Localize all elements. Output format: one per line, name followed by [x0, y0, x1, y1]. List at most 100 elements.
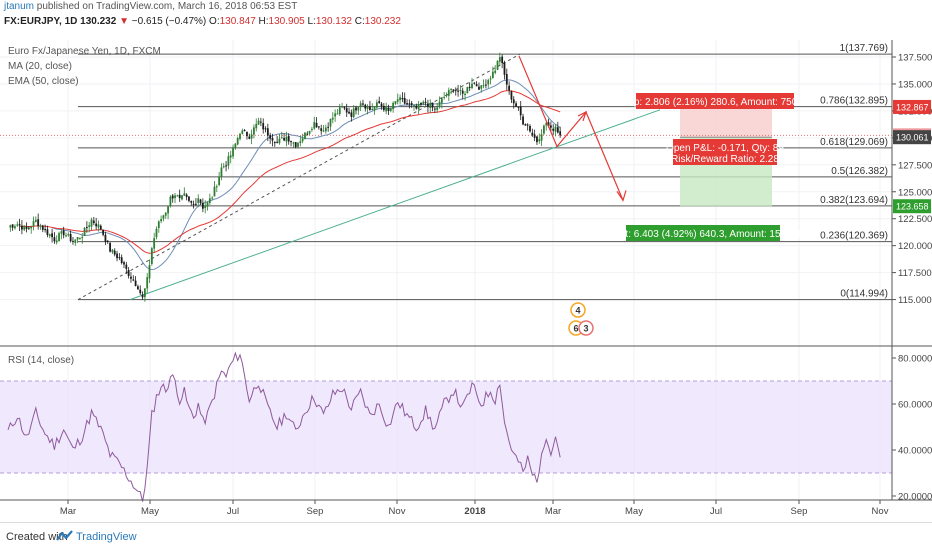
projection-arrow[interactable]: [518, 55, 627, 202]
candle-body-214: [503, 62, 506, 75]
candle-body-30: [76, 236, 79, 240]
candle-body-75: [181, 195, 183, 200]
fib-label-1: 1(137.769): [840, 43, 888, 54]
event-badge-dividends: 4: [575, 306, 580, 316]
ohlc-l-label: L:: [307, 16, 316, 27]
candle-body-100: [239, 133, 241, 139]
candle-body-103: [246, 131, 248, 137]
y-tick-label-8: 117.500: [898, 268, 932, 279]
candle-body-169: [399, 97, 401, 101]
candle-body-7: [23, 225, 26, 230]
candle-body-221: [519, 106, 522, 116]
candle-body-130: [308, 130, 311, 134]
candle-body-223: [524, 124, 527, 126]
rsi-legend[interactable]: RSI (14, close): [8, 355, 75, 366]
candle-body-208: [489, 78, 492, 80]
candle-body-171: [403, 97, 406, 104]
candle-body-12: [34, 219, 37, 222]
candle-body-230: [540, 134, 543, 141]
series-title[interactable]: Euro Fx/Japanese Yen, 1D, FXCM: [8, 46, 161, 57]
target-label-text-0: Target: 6.403 (4.92%) 640.3, Amount: 156…: [600, 229, 806, 240]
candle-body-166: [392, 102, 395, 110]
candle-body-194: [457, 90, 459, 92]
candle-body-22: [58, 233, 60, 242]
candle-body-111: [264, 128, 267, 130]
candle-body-136: [322, 130, 325, 132]
candle-body-228: [536, 136, 538, 143]
author-link[interactable]: jtanum: [4, 1, 35, 12]
candle-body-148: [350, 112, 353, 117]
candle-body-90: [215, 186, 218, 188]
candle-body-85: [204, 205, 207, 208]
candle-body-185: [436, 107, 439, 110]
created-with-text: Created with: [6, 531, 68, 543]
entry-price-tag: 130.061: [896, 133, 929, 143]
candle-body-27: [69, 234, 72, 242]
ema-legend[interactable]: EMA (50, close): [8, 76, 79, 87]
candle-body-29: [74, 239, 77, 243]
entry-price-tag-bg: [893, 130, 931, 145]
candle-body-95: [227, 156, 230, 166]
y-tick-label-4: 127.500: [898, 160, 932, 171]
rsi-tick-label-0: 80.0000: [898, 354, 932, 365]
event-badge-splits: 3: [583, 324, 588, 334]
candle-body-138: [327, 126, 330, 128]
stop-zone[interactable]: [680, 106, 772, 138]
candle-body-170: [401, 97, 404, 100]
candle-body-41: [102, 229, 105, 235]
indicator-lines: [19, 79, 561, 271]
candle-body-206: [485, 84, 487, 86]
candle-body-167: [394, 101, 397, 104]
ohlc-high: 130.905: [268, 16, 305, 27]
candle-body-140: [331, 117, 334, 120]
candle-body-180: [424, 101, 427, 103]
candle-body-66: [160, 219, 163, 222]
candle-body-68: [164, 212, 167, 216]
candle-body-97: [232, 147, 234, 157]
event-badge-splits-ring[interactable]: [578, 320, 594, 336]
candle-body-92: [220, 167, 223, 177]
candle-body-32: [81, 237, 84, 239]
candle-body-98: [234, 143, 237, 148]
chart-canvas[interactable]: 1(137.769) 0.786(132.895) 0.618(129.069) 0.…: [0, 0, 932, 522]
candle-body-117: [278, 138, 281, 144]
candle-body-17: [46, 229, 49, 235]
y-tick-label-6: 122.500: [898, 214, 932, 225]
candle-body-110: [262, 123, 265, 130]
ohlc-o-label: O:: [209, 16, 220, 27]
candle-body-191: [450, 88, 453, 90]
candle-body-34: [85, 227, 88, 229]
candle-body-42: [104, 234, 107, 242]
event-badges[interactable]: 4 6 3: [568, 302, 594, 336]
candle-body-21: [55, 240, 58, 243]
last-price: 130.232: [80, 16, 117, 27]
candle-body-159: [375, 102, 378, 108]
candle-body-26: [67, 234, 70, 236]
candle-body-64: [155, 228, 158, 238]
candle-body-62: [150, 248, 153, 264]
candle-body-215: [505, 74, 508, 85]
candle-body-189: [445, 95, 448, 97]
change-value: −0.615 (−0.47%): [131, 16, 207, 27]
candle-body-114: [271, 138, 274, 141]
projection-path[interactable]: [518, 55, 624, 201]
candle-body-124: [294, 142, 297, 148]
candle-body-151: [357, 107, 360, 111]
candle-body-133: [315, 122, 318, 128]
ma-legend[interactable]: MA (20, close): [8, 61, 72, 72]
candle-body-47: [116, 253, 118, 259]
event-badge-dividends-ring[interactable]: [570, 302, 586, 318]
candle-body-199: [468, 86, 471, 88]
pnl-label-bg: [673, 139, 777, 165]
x-tick-label-0: Mar: [60, 506, 76, 517]
candle-body-229: [538, 139, 541, 142]
tradingview-brand[interactable]: TradingView: [76, 531, 137, 543]
candle-body-78: [188, 196, 190, 201]
candle-body-59: [143, 288, 146, 298]
fib-label-0.236: 0.236(120.369): [820, 231, 888, 242]
rsi-line: [7, 351, 561, 502]
candle-body-16: [44, 228, 47, 230]
green-trendline[interactable]: [129, 109, 661, 301]
candle-body-106: [253, 127, 255, 135]
candle-body-9: [27, 227, 30, 229]
